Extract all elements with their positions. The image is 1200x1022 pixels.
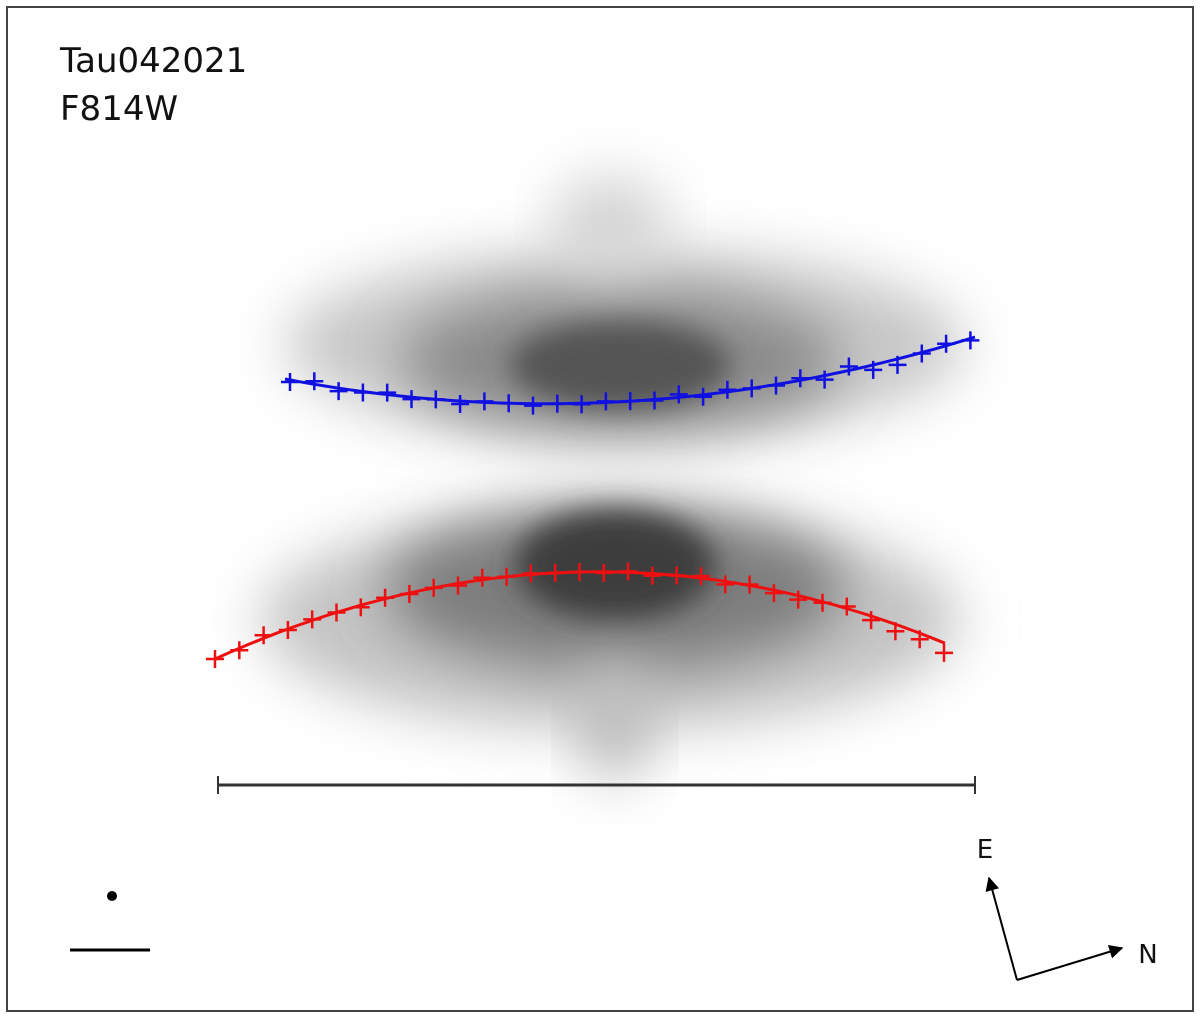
measurement: [353, 383, 372, 402]
measurement: [305, 372, 324, 391]
measurement: [376, 588, 395, 607]
north-label: N: [1138, 940, 1157, 970]
north-arrow: [1016, 944, 1124, 981]
measurement: [424, 578, 443, 597]
measurement: [718, 380, 737, 399]
measurement: [864, 360, 883, 379]
measurement: [524, 396, 542, 415]
measurement: [767, 376, 785, 395]
measurement: [645, 391, 664, 410]
measurement: [521, 564, 540, 583]
measurement: [694, 387, 713, 406]
measurement: [669, 385, 688, 404]
measurement: [764, 584, 783, 603]
measurement: [475, 392, 494, 411]
measurement: [789, 590, 808, 609]
measurement: [912, 344, 931, 363]
measurement: [594, 563, 613, 582]
measurement: [230, 641, 249, 660]
measurement: [329, 382, 348, 401]
measurement: [351, 598, 370, 617]
measurement: [667, 566, 686, 585]
measurement: [692, 567, 710, 586]
measurement: [742, 379, 761, 398]
measurement: [910, 630, 929, 649]
measurement: [451, 395, 470, 414]
measurement: [378, 383, 397, 402]
measurement: [886, 622, 905, 641]
measurement: [740, 575, 759, 594]
measurement: [400, 584, 419, 603]
measurement: [619, 562, 638, 581]
measurement: [206, 650, 224, 668]
measurement: [813, 593, 832, 612]
measurement: [837, 597, 856, 616]
measurement: [426, 390, 445, 409]
measurement: [254, 626, 273, 645]
measurement: [546, 563, 565, 582]
measurement: [402, 390, 421, 409]
measurement: [499, 394, 518, 413]
measurement: [303, 610, 322, 629]
object-label: Tau042021: [59, 41, 247, 81]
measurement: [621, 392, 640, 411]
measurement: [572, 395, 591, 414]
measurement: [473, 568, 492, 587]
measurement: [888, 355, 907, 374]
east-arrow: [985, 876, 1018, 981]
measurement: [497, 567, 516, 586]
east-label: E: [977, 835, 993, 865]
measurement: [716, 575, 735, 594]
measurement: [935, 643, 953, 662]
frame: [6, 6, 1194, 1012]
measurement: [815, 370, 834, 389]
measurement: [791, 369, 810, 388]
measurement: [548, 394, 567, 413]
measurement: [643, 566, 662, 585]
fits: [206, 331, 980, 668]
measurement: [281, 372, 299, 391]
measurement: [327, 603, 346, 622]
measurement: [596, 392, 615, 411]
measurement: [937, 334, 956, 353]
nebula: [260, 175, 965, 780]
measurement: [961, 331, 980, 350]
measurement: [570, 563, 589, 582]
measurement: [862, 611, 881, 630]
measurement: [839, 357, 858, 376]
filter-label: F814W: [60, 89, 178, 129]
psf-dot: [107, 891, 117, 901]
measurement: [449, 576, 467, 595]
measurement: [278, 620, 297, 639]
